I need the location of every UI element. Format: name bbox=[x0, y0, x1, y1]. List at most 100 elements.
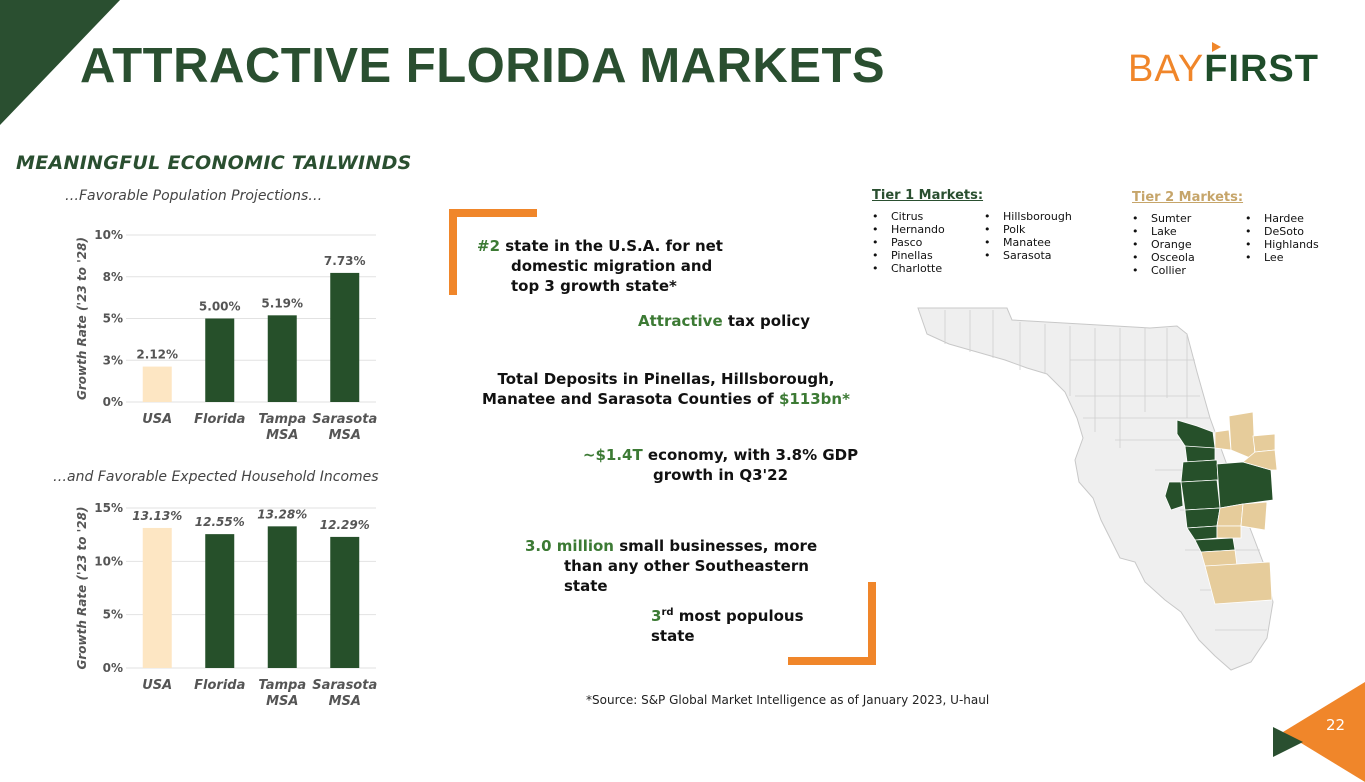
deposits-highlight: $113bn* bbox=[778, 390, 850, 408]
tier1-title: Tier 1 Markets: bbox=[872, 188, 984, 203]
bar bbox=[330, 536, 360, 668]
income-chart-caption: …and Favorable Expected Household Income… bbox=[53, 469, 379, 485]
play-arrow-icon bbox=[1273, 727, 1303, 757]
tier2-title: Tier 2 Markets: bbox=[1132, 190, 1244, 205]
y-tick-label: 10% bbox=[94, 554, 123, 568]
bar bbox=[267, 315, 297, 402]
hillsborough-county bbox=[1180, 479, 1221, 511]
tier2-list-col1: SumterLakeOrangeOsceolaCollier bbox=[1132, 212, 1195, 277]
bar bbox=[205, 534, 235, 668]
tier2-market-item: Collier bbox=[1132, 264, 1195, 277]
y-axis-label: Growth Rate ('23 to '28) bbox=[75, 507, 89, 670]
pasco-county bbox=[1180, 459, 1219, 483]
businesses-line3: state bbox=[564, 577, 608, 595]
data-label: 7.73% bbox=[324, 254, 366, 268]
sumter-county bbox=[1214, 429, 1232, 451]
migration-line3: top 3 growth state* bbox=[511, 277, 677, 295]
highlands-county bbox=[1240, 501, 1268, 531]
tier1-market-item: Hernando bbox=[872, 223, 945, 236]
lake-county bbox=[1228, 411, 1256, 461]
x-tick-label: USA bbox=[142, 412, 172, 427]
bar bbox=[142, 366, 172, 402]
x-tick-label: Florida bbox=[194, 678, 245, 693]
logo-bay-text: BAY bbox=[1128, 48, 1205, 90]
tier1-market-item: Sarasota bbox=[984, 249, 1072, 262]
deposits-line1: Total Deposits in Pinellas, Hillsborough… bbox=[497, 370, 835, 388]
tier2-market-item: Highlands bbox=[1245, 238, 1319, 251]
populous-line1: most populous bbox=[673, 607, 804, 625]
tier1-market-item: Citrus bbox=[872, 210, 945, 223]
x-tick-label: Sarasota bbox=[312, 412, 377, 427]
tier2-market-item: Sumter bbox=[1132, 212, 1195, 225]
x-tick-label: MSA bbox=[329, 428, 361, 443]
tier2-market-item: Osceola bbox=[1132, 251, 1195, 264]
data-label: 5.19% bbox=[261, 296, 303, 310]
bar bbox=[330, 272, 360, 402]
migration-line1: state in the U.S.A. for net bbox=[500, 237, 723, 255]
page-title: ATTRACTIVE FLORIDA MARKETS bbox=[80, 39, 886, 93]
tax-statement: Attractive tax policy bbox=[638, 311, 810, 331]
x-tick-label: MSA bbox=[266, 694, 298, 709]
orange-county bbox=[1252, 433, 1276, 453]
x-tick-label: Tampa bbox=[258, 412, 306, 427]
tier1-market-item: Charlotte bbox=[872, 262, 945, 275]
bar bbox=[205, 318, 235, 402]
bracket-bottom-right bbox=[788, 582, 876, 665]
populous-statement: 3rd most populous state bbox=[651, 603, 804, 646]
polk-county bbox=[1216, 461, 1274, 509]
economy-line1: economy, with 3.8% GDP bbox=[642, 446, 859, 464]
section-subtitle: MEANINGFUL ECONOMIC TAILWINDS bbox=[16, 152, 412, 174]
bar bbox=[142, 527, 172, 668]
tier2-market-item: Hardee bbox=[1245, 212, 1319, 225]
migration-highlight: #2 bbox=[477, 237, 501, 255]
tier2-market-item: Orange bbox=[1132, 238, 1195, 251]
tier1-market-item: Hillsborough bbox=[984, 210, 1072, 223]
data-label: 13.13% bbox=[132, 509, 182, 523]
data-label: 13.28% bbox=[257, 507, 307, 521]
businesses-line1: small businesses, more bbox=[613, 537, 818, 555]
income-growth-chart: 0% 5% 10% 15% Growth Rate ('23 to '28) 13.13%… bbox=[75, 501, 377, 709]
population-chart-caption: …Favorable Population Projections… bbox=[65, 188, 323, 204]
tier2-market-item: DeSoto bbox=[1245, 225, 1319, 238]
businesses-highlight: 3.0 million bbox=[525, 537, 614, 555]
x-tick-label: MSA bbox=[266, 428, 298, 443]
logo-first-text: FIRST bbox=[1204, 48, 1319, 90]
x-tick-label: Florida bbox=[194, 412, 245, 427]
tier1-list-col2: HillsboroughPolkManateeSarasota bbox=[984, 210, 1072, 262]
pinellas-county bbox=[1164, 481, 1184, 511]
charlotte-county bbox=[1194, 537, 1236, 553]
populous-line2: state bbox=[651, 627, 695, 645]
y-tick-label: 5% bbox=[103, 312, 123, 326]
economy-line2: growth in Q3'22 bbox=[652, 466, 789, 484]
bayfirst-logo: BAYFIRST bbox=[1128, 42, 1319, 91]
florida-state-shape bbox=[917, 307, 1274, 671]
data-label: 12.55% bbox=[195, 515, 245, 529]
deposits-statement: Total Deposits in Pinellas, Hillsborough… bbox=[476, 369, 856, 409]
tier1-market-item: Polk bbox=[984, 223, 1072, 236]
florida-county-map bbox=[917, 307, 1278, 671]
y-tick-label: 5% bbox=[103, 608, 123, 622]
populous-highlight: 3 bbox=[651, 607, 662, 625]
migration-line2: domestic migration and bbox=[511, 257, 713, 275]
y-tick-label: 10% bbox=[94, 228, 123, 242]
businesses-statement: 3.0 million small businesses, more than … bbox=[525, 536, 817, 596]
data-label: 2.12% bbox=[136, 348, 178, 362]
source-footnote: *Source: S&P Global Market Intelligence … bbox=[586, 693, 990, 707]
lee-county bbox=[1200, 549, 1238, 567]
tier1-list-col1: CitrusHernandoPascoPinellasCharlotte bbox=[872, 210, 945, 275]
y-tick-label: 3% bbox=[103, 353, 123, 367]
corner-decoration bbox=[0, 0, 120, 125]
desoto-county bbox=[1216, 525, 1242, 539]
x-tick-label: USA bbox=[142, 678, 172, 693]
osceola-county bbox=[1242, 449, 1278, 471]
manatee-county bbox=[1184, 507, 1221, 529]
tier2-counties bbox=[1200, 411, 1278, 605]
populous-sup: rd bbox=[661, 607, 674, 618]
x-tick-label: Tampa bbox=[258, 678, 306, 693]
tax-rest: tax policy bbox=[722, 312, 811, 330]
tier1-market-item: Manatee bbox=[984, 236, 1072, 249]
y-tick-label: 0% bbox=[103, 395, 123, 409]
y-tick-label: 8% bbox=[103, 270, 123, 284]
hernando-county bbox=[1184, 445, 1216, 463]
tier2-market-item: Lake bbox=[1132, 225, 1195, 238]
